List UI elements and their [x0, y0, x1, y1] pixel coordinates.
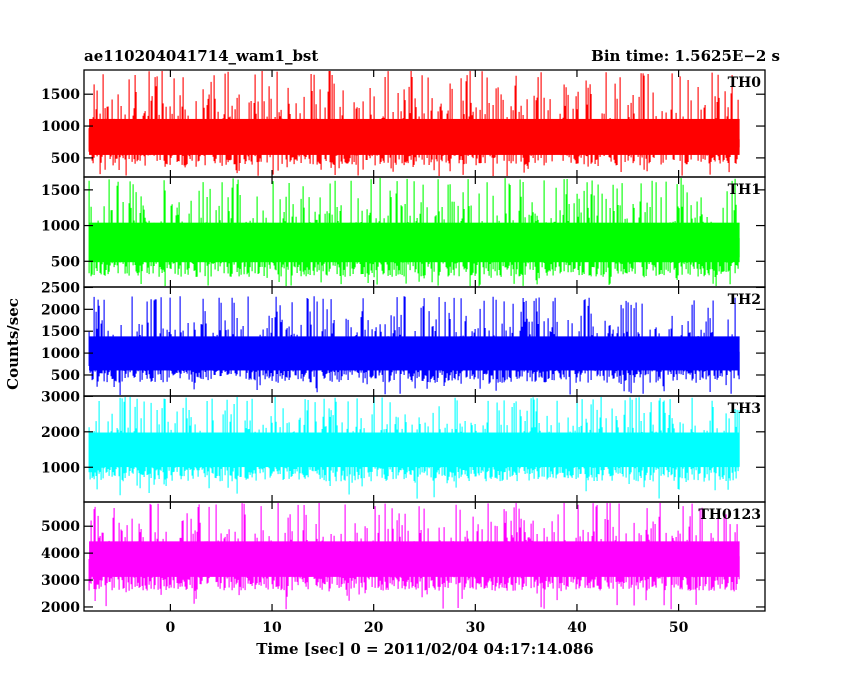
y-tick-label: 2500 — [41, 280, 80, 296]
y-tick-label: 1500 — [41, 183, 80, 199]
panel-th0123: 2000 3000 4000 5000 TH0123 — [41, 501, 766, 616]
panel-label: TH2 — [728, 292, 761, 308]
series-line-th0123 — [88, 503, 740, 610]
y-tick-label: 500 — [51, 368, 80, 384]
panel-th2: 500 1000 1500 2000 2500 TH2 — [41, 280, 766, 397]
x-tick-label: 50 — [669, 620, 689, 636]
bin-time-label: Bin time: 1.5625E−2 s — [591, 47, 780, 65]
y-tick-label: 1500 — [41, 87, 80, 103]
y-tick-label: 500 — [51, 151, 80, 167]
y-tick-label: 1000 — [41, 219, 80, 235]
y-tick-label: 1000 — [41, 346, 80, 362]
y-axis-label: Counts/sec — [4, 298, 22, 390]
panel-th1: 500 1000 1500 TH1 — [41, 176, 766, 288]
y-tick-label: 3000 — [41, 389, 80, 405]
series-line-th3 — [88, 397, 740, 499]
y-tick-label: 2000 — [41, 425, 80, 441]
x-tick-label: 10 — [262, 620, 282, 636]
panel-th0: 500 1000 1500 TH0 — [41, 69, 766, 178]
x-tick-label: 30 — [466, 620, 486, 636]
panel-label: TH3 — [728, 401, 761, 417]
y-tick-label: 500 — [51, 254, 80, 270]
y-tick-label: 4000 — [41, 546, 80, 562]
series-line-th1 — [88, 178, 740, 286]
y-tick-label: 1000 — [41, 119, 80, 135]
y-tick-label: 1500 — [41, 324, 80, 340]
series-line-th2 — [88, 296, 740, 395]
x-tick-label: 40 — [567, 620, 587, 636]
y-tick-label: 2000 — [41, 600, 80, 616]
x-axis-label: Time [sec] 0 = 2011/02/04 04:17:14.086 — [256, 640, 593, 658]
series-line-th0 — [88, 71, 740, 176]
panel-label: TH0123 — [698, 507, 761, 523]
x-tick-label: 20 — [364, 620, 384, 636]
panel-label: TH1 — [728, 182, 761, 198]
y-tick-label: 5000 — [41, 519, 80, 535]
panel-frame — [83, 501, 766, 612]
panel-label: TH0 — [728, 75, 762, 91]
y-tick-label: 2000 — [41, 302, 80, 318]
chart-title: ae110204041714_wam1_bst — [84, 47, 318, 65]
panel-th3: 1000 2000 3000 TH3 — [41, 389, 766, 503]
y-tick-label: 3000 — [41, 573, 80, 589]
y-tick-label: 1000 — [41, 460, 80, 476]
x-tick-label: 0 — [166, 620, 176, 636]
